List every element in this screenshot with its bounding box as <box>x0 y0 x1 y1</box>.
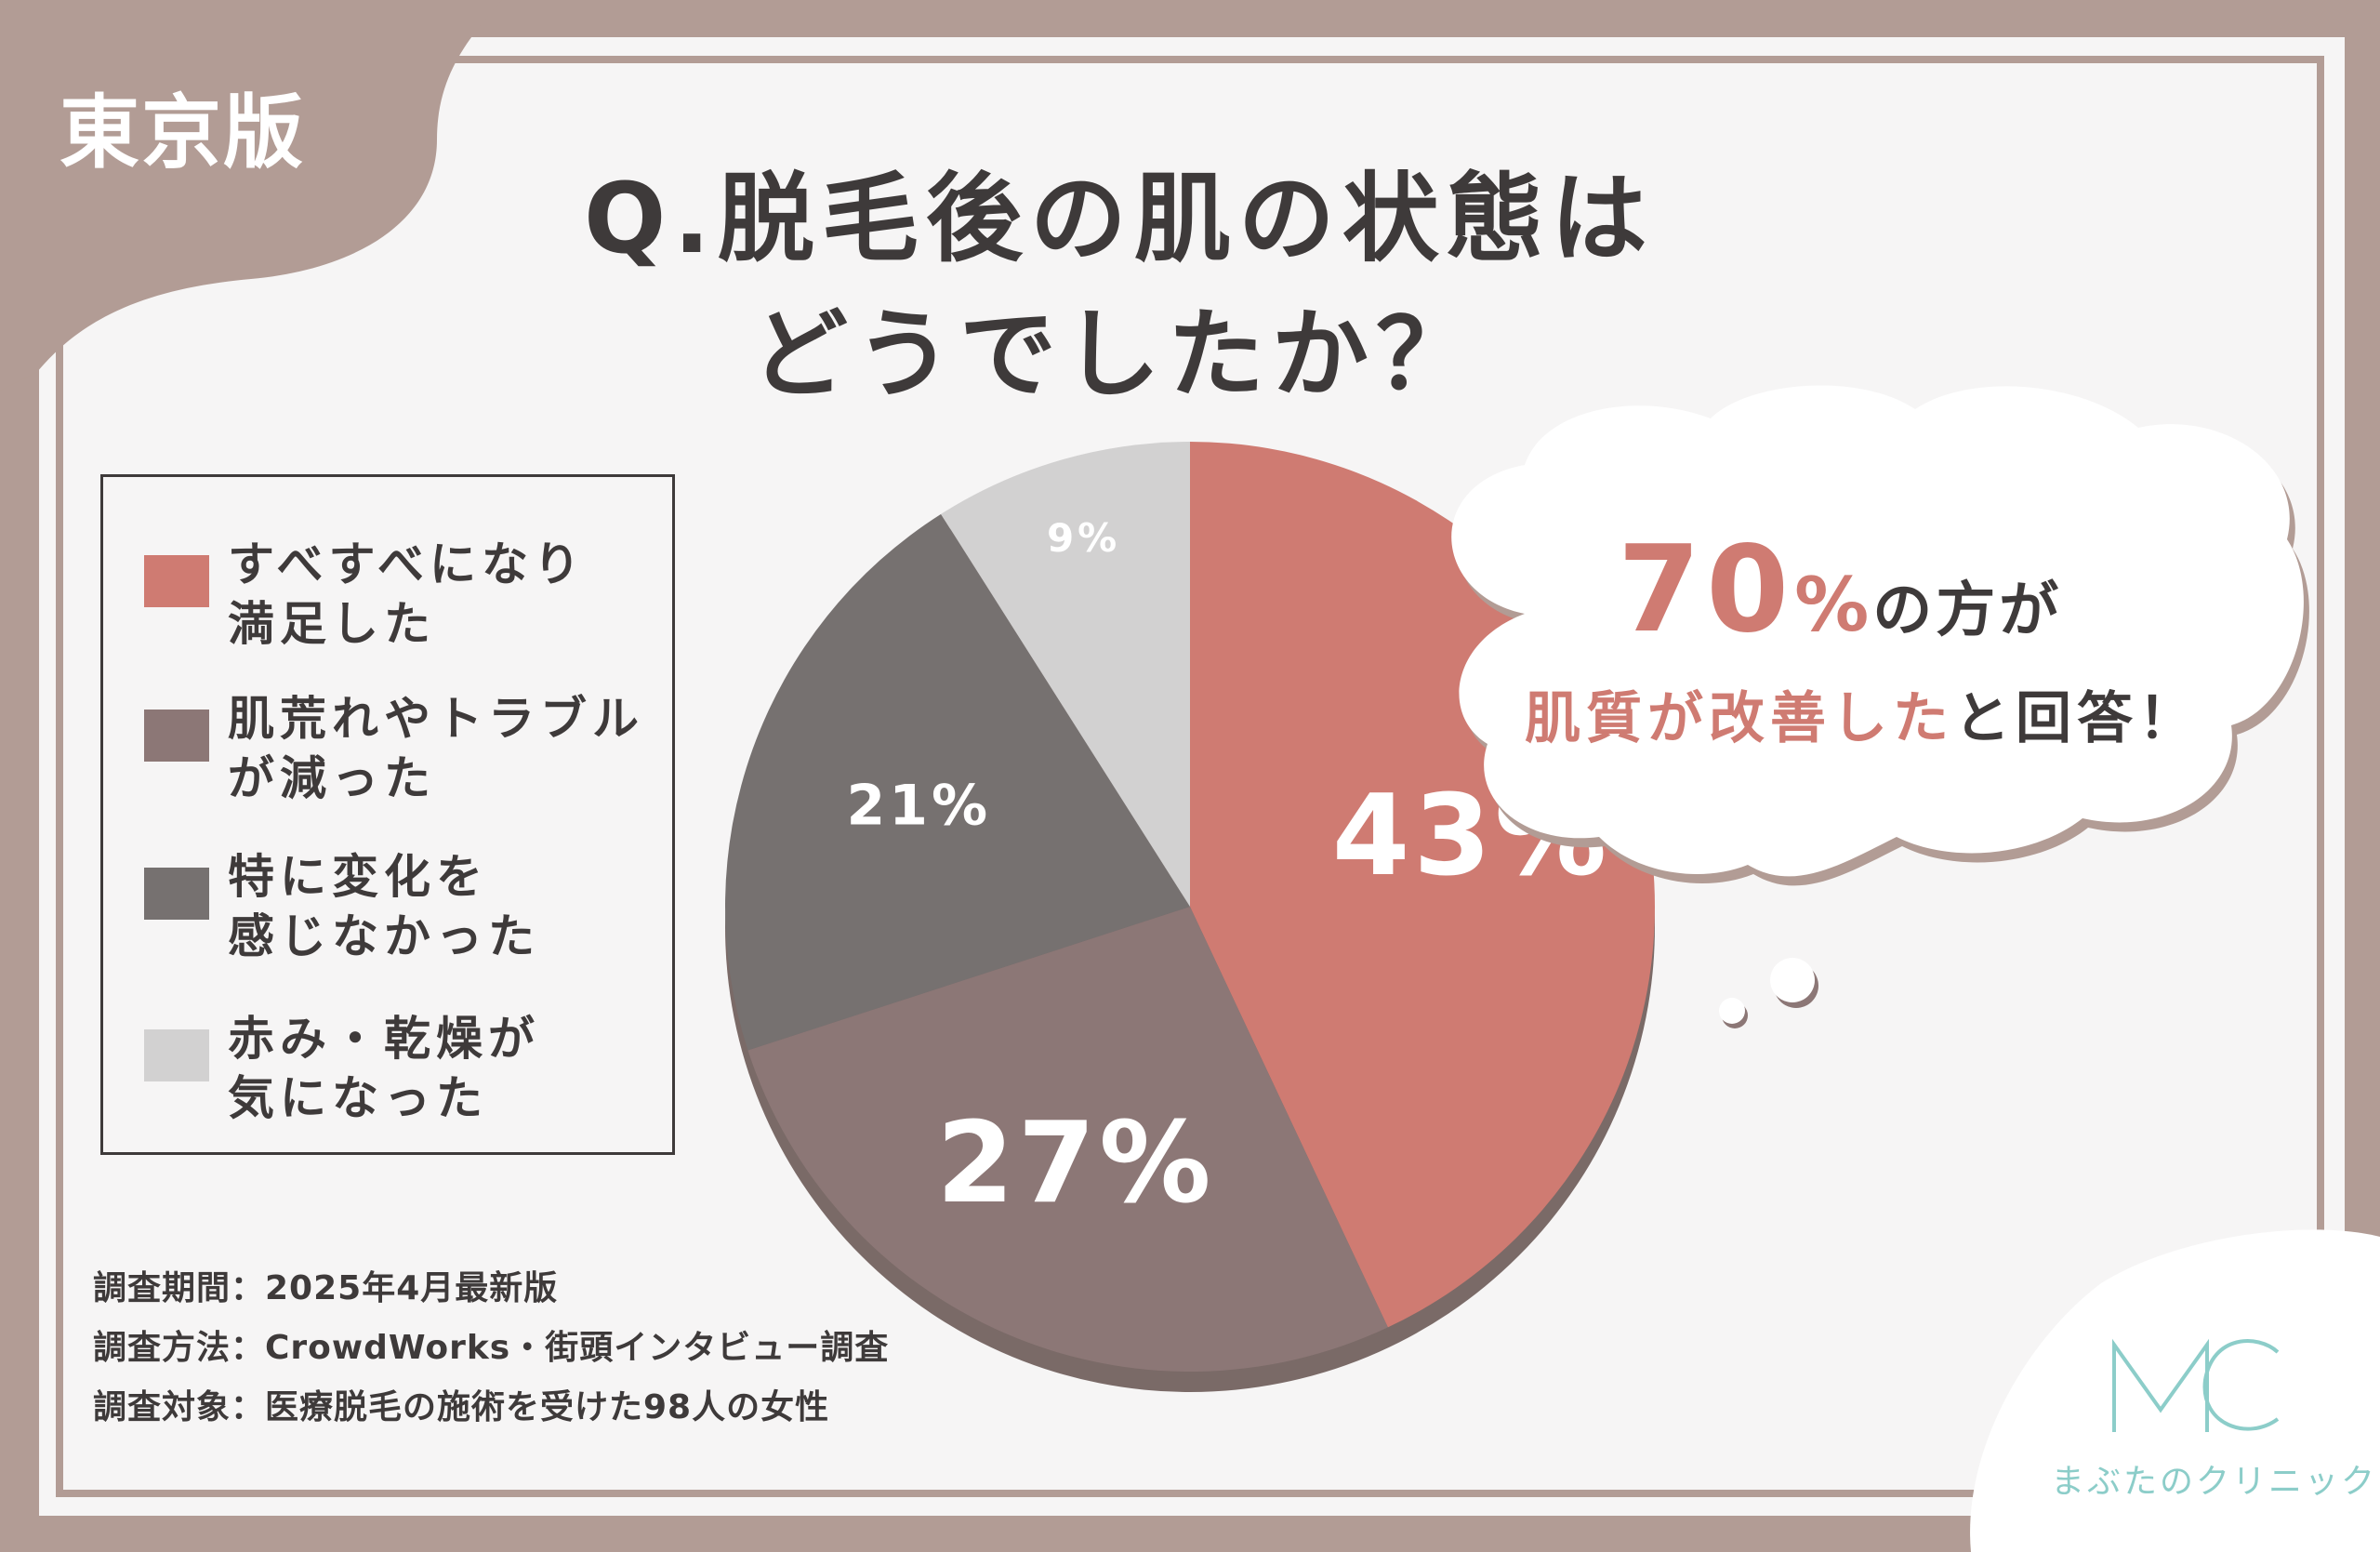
legend-swatch <box>144 868 209 920</box>
legend-swatch <box>144 555 209 607</box>
legend-label: 特に変化を 感じなかった <box>228 850 540 963</box>
legend-swatch <box>144 710 209 762</box>
pie-slice <box>724 513 1190 1051</box>
legend: すべすべになり 満足した 肌荒れやトラブル が減った 特に変化を 感じなかった 赤み・… <box>100 474 675 1155</box>
frame-border <box>56 56 2324 1497</box>
callout-highlight: 肌質が改善した <box>1525 686 1954 751</box>
legend-label: 赤み・乾燥が 気になった <box>228 1012 540 1125</box>
pie-slice <box>747 907 1388 1373</box>
callout-line-2: 肌質が改善したと回答！ <box>1525 673 2200 754</box>
legend-swatch <box>144 1029 209 1081</box>
callout-line-2-rest: と回答！ <box>1954 686 2200 751</box>
legend-label: すべすべになり 満足した <box>228 537 586 651</box>
survey-method: 調査方法：CrowdWorks・街頭インタビュー調査 <box>93 1329 890 1367</box>
survey-period: 調査期間：2025年4月最新版 <box>93 1269 559 1307</box>
callout-percent-sign: % <box>1794 562 1873 648</box>
title-line-2: どうでしたか？ <box>751 298 1481 411</box>
survey-target: 調査対象：医療脱毛の施術を受けた98人の女性 <box>93 1388 830 1426</box>
callout-line-1-rest: の方が <box>1872 577 2063 645</box>
pie-value-label: 9% <box>1047 515 1120 561</box>
title-line-1: Q.脱毛後の肌の状態は <box>584 162 1655 275</box>
callout-line-1: 70%の方が <box>1618 521 2062 659</box>
region-tag: 東京版 <box>60 86 305 179</box>
pie-value-label: 21% <box>847 774 992 839</box>
legend-label: 肌荒れやトラブル が減った <box>228 692 644 805</box>
logo-name: まぶたのクリニック <box>2051 1463 2378 1501</box>
region-tag-shape <box>0 0 502 391</box>
logo-mc-icon <box>2112 1338 2280 1432</box>
callout-percent: 70 <box>1618 521 1795 659</box>
pie-value-label: 27% <box>936 1099 1214 1228</box>
pie-slice <box>941 442 1190 907</box>
